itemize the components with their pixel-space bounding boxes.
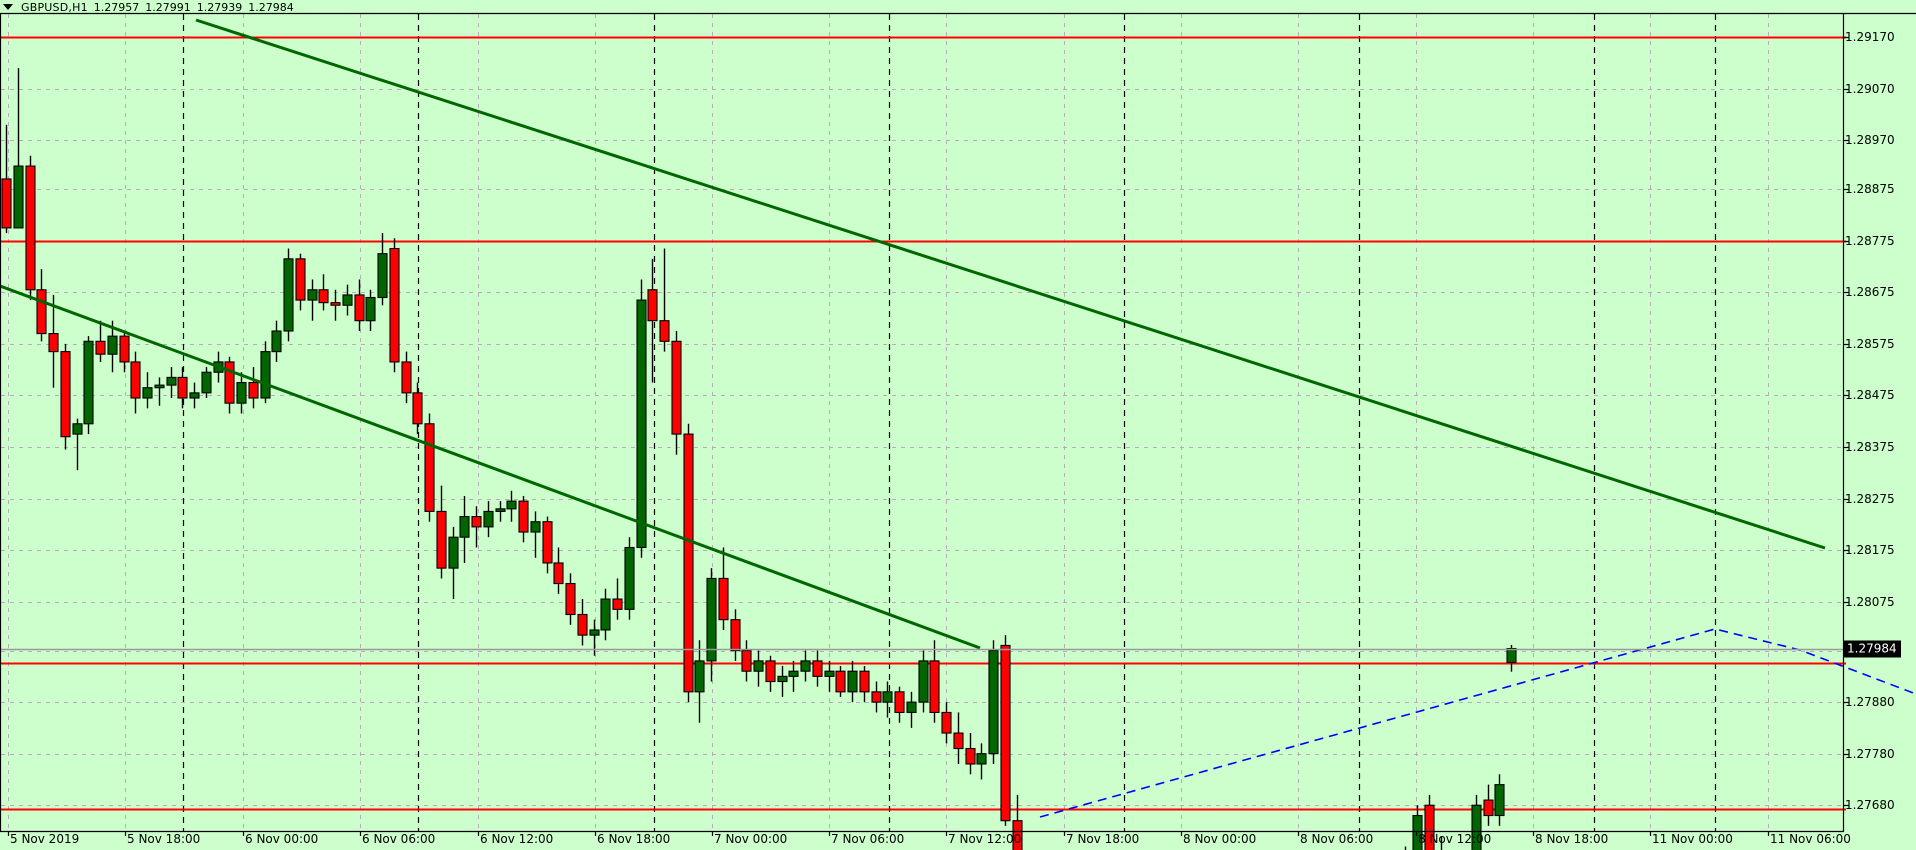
vertical-gridlines bbox=[8, 14, 1769, 831]
horizontal-gridlines bbox=[1, 37, 1843, 806]
candlestick-series[interactable] bbox=[1, 68, 1517, 850]
chart-frame bbox=[0, 12, 1916, 836]
trend-lines[interactable] bbox=[0, 18, 1826, 650]
period-separators bbox=[182, 14, 1717, 831]
current-price-badge: 1.27984 bbox=[1843, 640, 1901, 658]
blue-dashed-trendline[interactable] bbox=[1039, 628, 1916, 818]
